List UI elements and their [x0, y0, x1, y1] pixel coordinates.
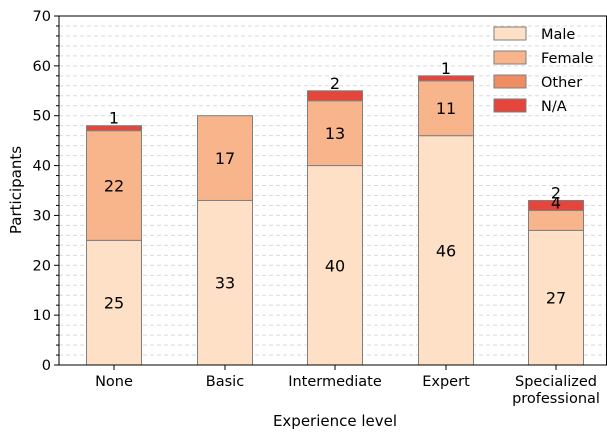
bar-segment-male	[307, 165, 363, 366]
y-axis-ticks: 0 10 20 30 40 50 60 70	[33, 9, 59, 374]
bar-value-label: 2	[330, 74, 340, 93]
bar-value-label: 27	[546, 289, 566, 308]
bar-value-label: 1	[441, 59, 451, 78]
y-tick-label: 30	[33, 208, 51, 224]
bar-value-label: 2	[551, 183, 561, 202]
bar-segment-female	[86, 130, 142, 241]
legend-label: Female	[541, 51, 594, 67]
bar-value-label: 13	[325, 124, 345, 143]
x-tick-label: Expert	[422, 374, 470, 390]
bar-segment-male	[418, 135, 474, 366]
bar-value-label: 4	[551, 193, 561, 212]
y-tick-label: 10	[33, 308, 51, 324]
bar-value-label: 22	[104, 177, 124, 196]
legend-label: N/A	[541, 99, 567, 115]
x-axis-ticks: None Basic Intermediate Expert Specialized pr…	[95, 365, 600, 407]
x-axis-label: Experience level	[273, 412, 397, 430]
x-tick-label: Specialized professional	[512, 374, 600, 407]
legend-label: Male	[541, 27, 575, 43]
legend-swatch	[493, 74, 527, 89]
bar-segment-male	[528, 229, 584, 366]
bar-segment-n-a	[528, 199, 584, 211]
bar-value-label: 40	[325, 256, 345, 275]
legend-label: Other	[541, 75, 582, 91]
bar-value-label: 11	[436, 99, 456, 118]
y-tick-label: 0	[42, 358, 51, 374]
legend-swatch	[493, 26, 527, 41]
bar-segment-n-a	[418, 75, 474, 82]
x-tick-label: Basic	[206, 374, 244, 390]
bar-segment-female	[197, 115, 253, 201]
bar-segment-n-a	[307, 90, 363, 102]
bar-value-label: 25	[104, 294, 124, 313]
x-tick-label: None	[95, 374, 133, 390]
bar-value-label: 33	[215, 274, 235, 293]
bar-segment-male	[197, 199, 253, 366]
y-axis-label: Participants	[7, 146, 25, 234]
bar-segment-female	[418, 80, 474, 137]
y-tick-label: 20	[33, 258, 51, 274]
bar-value-label: 1	[109, 109, 119, 128]
bar-segment-female	[307, 100, 363, 167]
y-tick-label: 70	[33, 9, 51, 25]
y-tick-label: 40	[33, 159, 51, 175]
y-tick-label: 50	[33, 109, 51, 125]
legend-swatch	[493, 50, 527, 65]
legend: Male Female Other N/A	[493, 26, 594, 115]
bar-segment-female	[528, 209, 584, 231]
x-tick-label: Intermediate	[288, 374, 382, 390]
bar-value-label: 17	[215, 149, 235, 168]
bar-value-label: 46	[436, 241, 456, 260]
y-tick-label: 60	[33, 59, 51, 75]
bar-segment-n-a	[86, 125, 142, 132]
legend-swatch	[493, 98, 527, 113]
bars	[86, 75, 584, 366]
